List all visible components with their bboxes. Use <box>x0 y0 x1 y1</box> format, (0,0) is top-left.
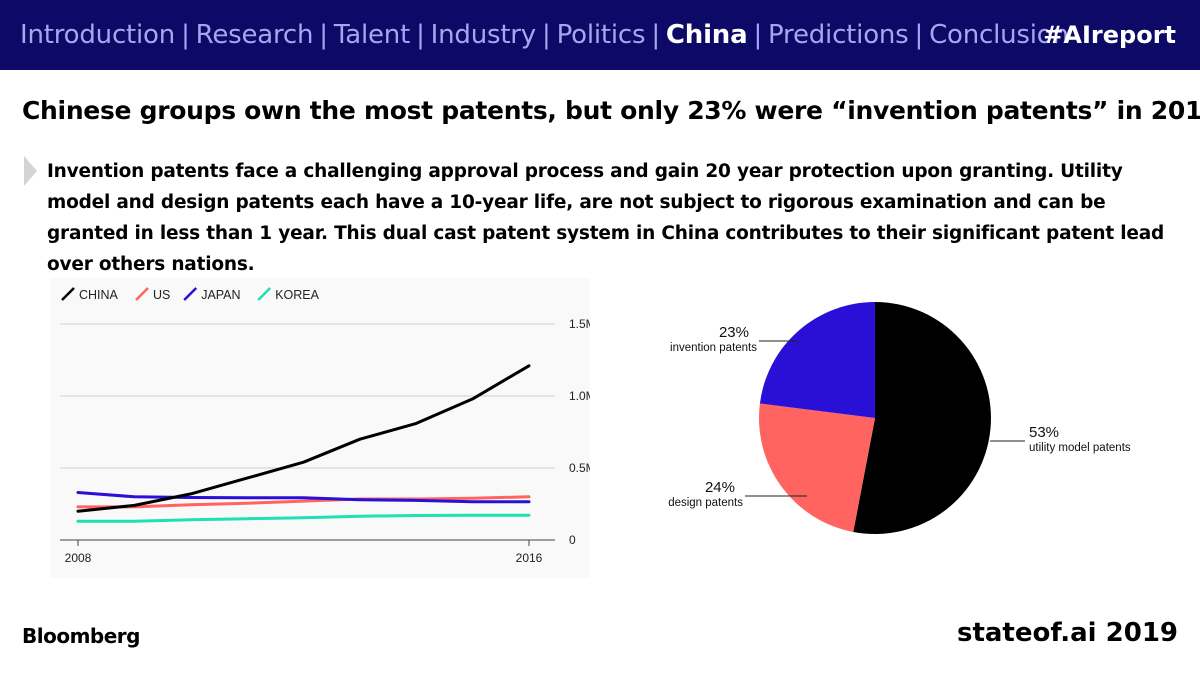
brand-label: stateof.ai 2019 <box>956 618 1178 648</box>
series-line-china <box>76 364 531 513</box>
pie-slice-invention-patents <box>759 302 875 418</box>
legend-label-china: CHINA <box>79 288 119 302</box>
pie-pct-label: 23% <box>719 324 749 341</box>
bullet-arrow-icon <box>24 156 37 186</box>
series-line-us <box>76 495 531 509</box>
nav-separator: | <box>319 20 328 50</box>
y-tick-label: 1.5M <box>569 317 590 331</box>
series-line-japan <box>76 491 531 504</box>
pie-slice-utility-model-patents <box>853 302 991 534</box>
legend-swatch-us <box>135 287 149 301</box>
nav-item-politics[interactable]: Politics <box>556 20 646 50</box>
nav-separator: | <box>753 20 763 50</box>
chart-background <box>50 278 590 578</box>
series-line-korea <box>76 513 531 523</box>
legend-label-us: US <box>153 288 170 302</box>
nav-item-introduction[interactable]: Introduction <box>20 20 176 50</box>
patents-line-chart: 1.5M 1.0M 0.5M 0 2008 2016 CHINA US JAPAN KOREA <box>50 278 590 578</box>
nav-separator: | <box>416 20 425 50</box>
pie-slice-label: utility model patents <box>1029 442 1131 454</box>
pie-pct-label: 24% <box>705 479 735 496</box>
nav-separator: | <box>542 20 551 50</box>
nav-item-research[interactable]: Research <box>195 20 314 50</box>
nav-item-china[interactable]: China <box>665 20 748 50</box>
top-navigation-bar: Introduction | Research | Talent | Industry | Po… <box>0 0 1200 70</box>
legend-swatch-korea <box>257 287 272 301</box>
nav-separator: | <box>181 20 190 50</box>
page-title: Chinese groups own the most patents, but… <box>22 96 1200 125</box>
pie-slice-label: invention patents <box>670 342 757 354</box>
patent-type-pie-chart: 53%utility model patents 24%design patent… <box>668 302 1131 534</box>
y-tick-label: 0.5M <box>569 461 590 475</box>
y-tick-label: 0 <box>569 533 576 547</box>
nav-item-talent[interactable]: Talent <box>333 20 411 50</box>
source-label: Bloomberg <box>22 624 140 648</box>
description-text: Invention patents face a challenging app… <box>47 161 1165 275</box>
nav-separator: | <box>914 20 924 50</box>
section-nav: Introduction | Research | Talent | Industry | Po… <box>20 18 1069 52</box>
legend-label-korea: KOREA <box>275 288 319 302</box>
pie-slice-label: design patents <box>668 497 743 509</box>
nav-item-industry[interactable]: Industry <box>430 20 537 50</box>
x-tick-label: 2008 <box>65 551 92 565</box>
legend-swatch-japan <box>183 287 198 301</box>
x-tick-label: 2016 <box>516 551 543 565</box>
nav-item-conclusion[interactable]: Conclusion <box>929 20 1069 50</box>
y-tick-label: 1.0M <box>569 389 590 403</box>
legend-swatch-china <box>61 287 75 301</box>
nav-item-predictions[interactable]: Predictions <box>768 20 909 50</box>
hashtag-label: #AIreport <box>1043 21 1176 49</box>
pie-pct-label: 53% <box>1029 424 1059 441</box>
pie-slice-design-patents <box>758 403 875 532</box>
nav-separator: | <box>651 20 660 50</box>
legend-label-japan: JAPAN <box>201 288 240 302</box>
